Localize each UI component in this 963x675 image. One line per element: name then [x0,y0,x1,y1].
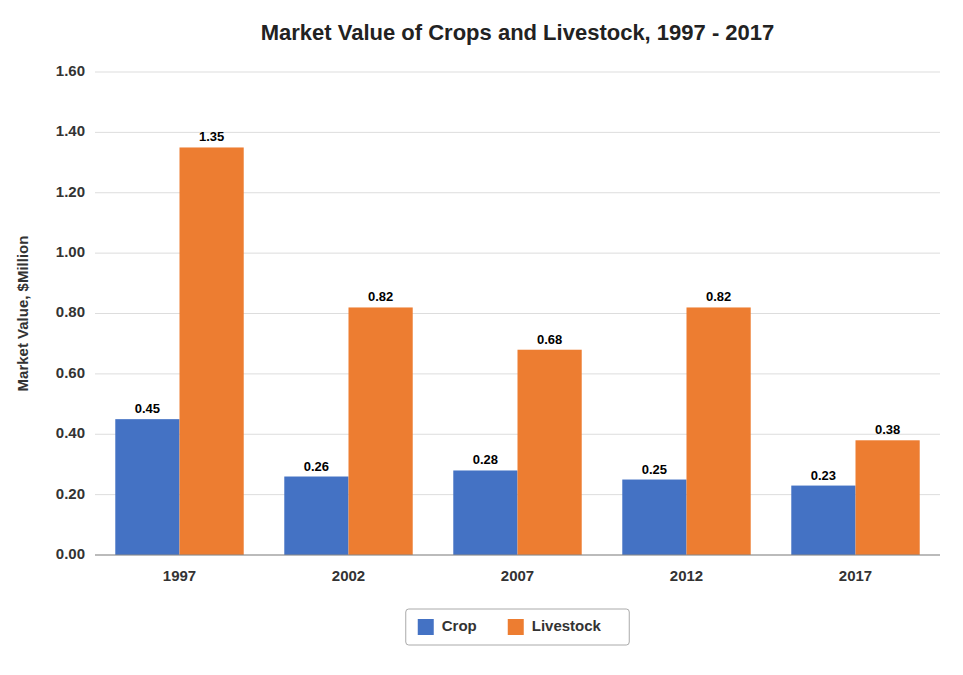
bar [622,480,686,555]
y-ticks: 0.00 0.20 0.40 0.60 0.80 1.00 1.20 1.40 1.60 [56,62,85,562]
legend-label: Livestock [532,617,602,634]
data-label: 0.28 [473,452,498,467]
x-tick-label: 2002 [332,567,365,584]
y-tick-label: 0.80 [56,303,85,320]
x-tick-label: 2007 [501,567,534,584]
data-label: 0.38 [875,422,900,437]
chart: Market Value of Crops and Livestock, 199… [0,0,963,675]
legend-swatch [508,619,524,635]
data-labels: 0.45 0.26 0.28 0.25 0.23 1.35 0.82 0.68 0.82 0.38 [135,129,901,482]
bar [518,350,582,555]
bar [791,486,855,555]
bar [180,147,244,555]
x-axis-line [95,555,940,556]
data-label: 0.23 [811,468,836,483]
data-label: 1.35 [199,129,224,144]
data-label: 0.82 [706,289,731,304]
y-tick-label: 0.00 [56,545,85,562]
x-tick-label: 2017 [839,567,872,584]
bar [284,477,348,555]
data-label: 0.25 [642,462,667,477]
legend-label: Crop [442,617,477,634]
y-tick-label: 0.20 [56,485,85,502]
legend-box [406,609,630,645]
legend: Crop Livestock [406,609,630,645]
x-tick-label: 1997 [163,567,196,584]
y-tick-label: 0.60 [56,364,85,381]
y-tick-label: 1.60 [56,62,85,79]
bar [856,440,920,555]
legend-swatch [418,619,434,635]
bar [115,419,179,555]
data-label: 0.26 [304,459,329,474]
bar [349,307,413,555]
x-ticks: 1997 2002 2007 2012 2017 [163,567,872,584]
bar [453,470,517,555]
y-tick-label: 1.40 [56,122,85,139]
y-tick-label: 1.20 [56,183,85,200]
grid [95,72,940,555]
title: Market Value of Crops and Livestock, 199… [261,20,775,45]
bar [687,307,751,555]
data-label: 0.82 [368,289,393,304]
y-tick-label: 0.40 [56,424,85,441]
x-tick-label: 2012 [670,567,703,584]
data-label: 0.68 [537,332,562,347]
y-tick-label: 1.00 [56,243,85,260]
grid-line [95,72,940,73]
grid-line [95,555,940,556]
y-axis-label: Market Value, $Million [14,236,31,392]
data-label: 0.45 [135,401,160,416]
bars [115,147,919,555]
